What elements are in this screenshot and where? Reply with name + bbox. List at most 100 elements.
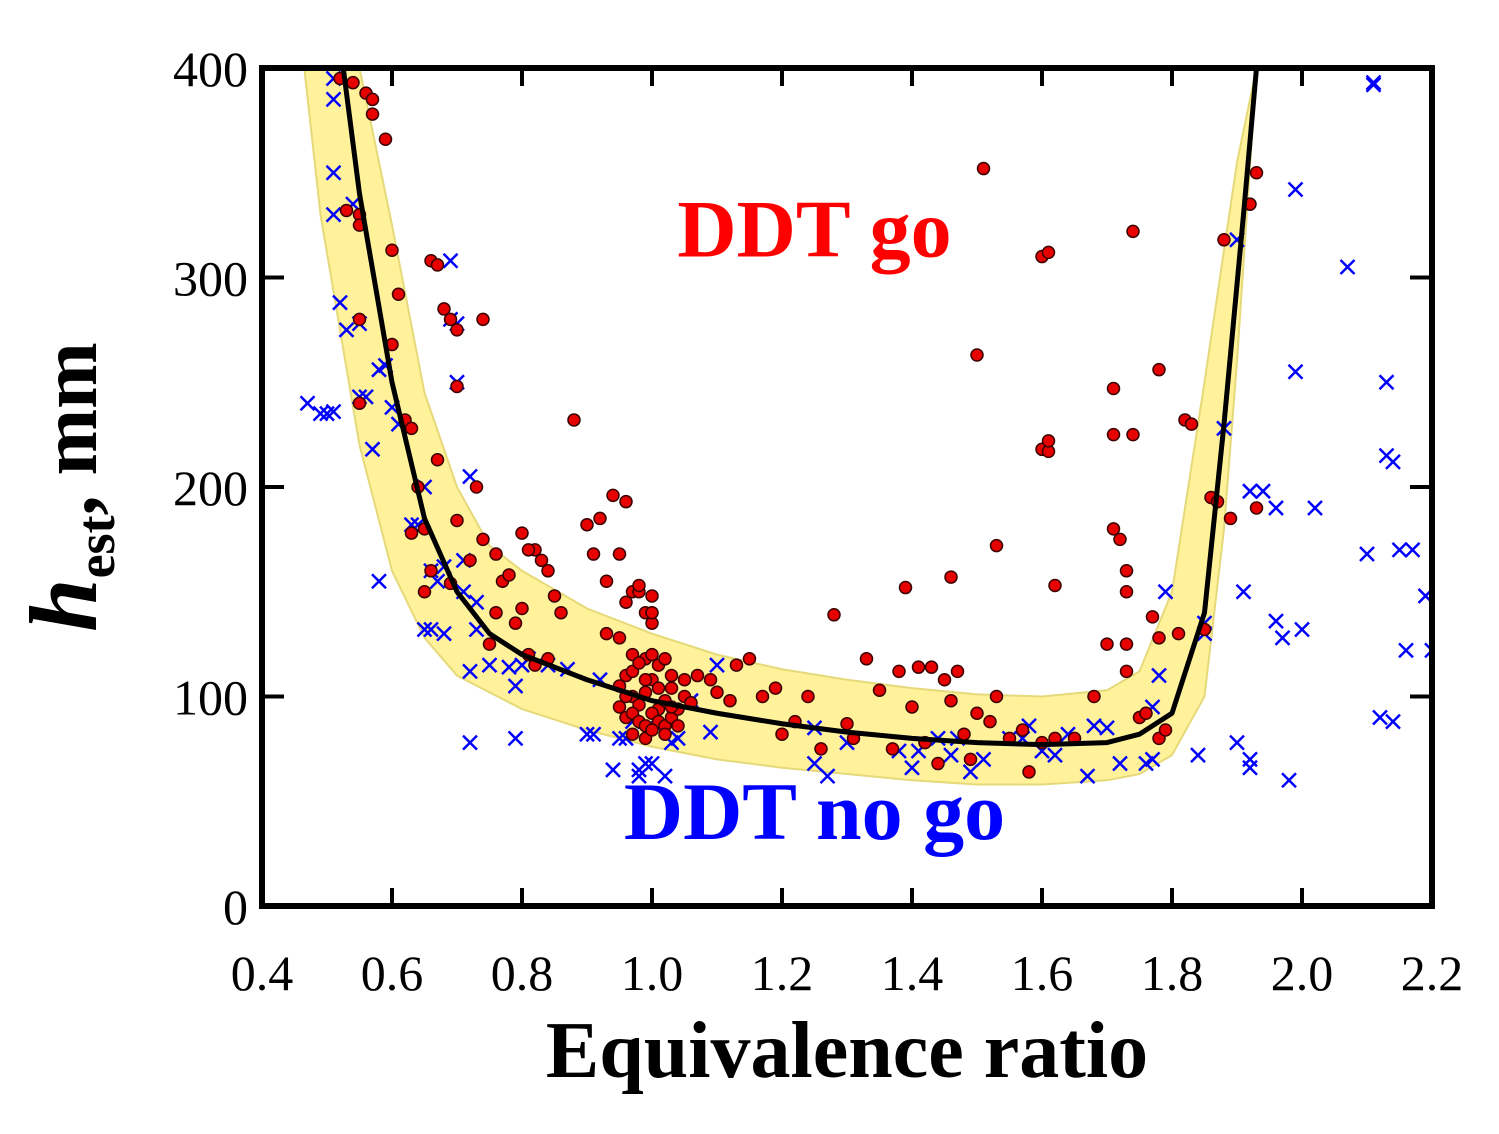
y-axis-title: hest, mm [10,342,126,632]
go-point [450,513,464,528]
go-point [1249,166,1264,180]
no-go-point [416,621,433,638]
go-point [547,589,562,603]
no-go-point-stroke [332,294,348,311]
no-go-point-stroke [481,657,498,673]
no-go-point [1190,747,1206,764]
no-go-point [1378,374,1395,391]
no-go-point-stroke [819,768,836,784]
no-go-point [481,657,498,673]
no-go-point [819,768,836,784]
no-go-point-stroke [1235,583,1252,600]
go-point [567,413,581,427]
no-go-point [709,657,725,673]
annotation-ddt-go: DDT go [677,184,951,275]
go-point [898,580,913,595]
go-point [970,706,984,721]
go-point [1171,626,1186,641]
go-point [378,132,393,146]
no-go-point-stroke [1398,642,1414,659]
no-go-point-stroke [364,441,381,458]
go-point [872,683,887,697]
no-go-point-stroke [1365,76,1382,93]
go-point [664,668,679,683]
boundary-curve-layer [340,68,1259,748]
no-go-point-stroke [670,730,686,747]
go-point [482,637,497,651]
go-point [365,92,380,107]
no-go-point [1099,720,1115,736]
go-point [931,756,945,771]
no-go-point-stroke [325,206,342,223]
go-point [1152,362,1166,377]
x-tick-label: 2.2 [1401,945,1464,1001]
go-point [723,693,737,708]
go-point [677,672,692,687]
go-point [1223,511,1238,526]
y-tick-label: 200 [173,460,248,516]
go-point [469,480,484,494]
uncertainty-band [303,68,1289,786]
go-point [599,626,614,641]
go-point [599,574,614,589]
go-point [950,664,965,679]
no-go-point-stroke [1391,541,1408,558]
no-go-point [1404,541,1421,558]
no-go-point-stroke [702,724,719,740]
go-point [1041,245,1056,260]
go-point [645,647,659,662]
go-point [417,585,432,599]
y-tick-label: 300 [173,251,248,307]
x-tick-label: 1.8 [1141,945,1204,1001]
no-go-point [507,678,524,694]
no-go-point [1274,629,1291,646]
no-go-point-stroke [806,755,823,772]
no-go-point-stroke [1424,648,1432,659]
no-go-point-stroke [1339,259,1356,275]
go-point [521,543,536,557]
no-go-point-stroke [462,663,478,680]
go-point [905,700,919,714]
go-point [391,287,406,302]
go-point [437,302,451,316]
no-go-point [462,734,478,751]
no-go-point [312,405,329,422]
no-go-point [702,724,719,740]
uncertainty-band-layer [303,68,1289,786]
no-go-point-stroke [891,743,907,759]
go-point [612,547,627,561]
x-tick-label: 1.0 [621,945,684,1001]
go-point [404,526,419,540]
x-tick-label: 0.6 [361,945,424,1001]
go-point [645,605,659,620]
no-go-point [1365,74,1382,91]
go-point [508,616,523,630]
no-go-point [1242,759,1258,776]
go-point [619,595,633,609]
no-go-point [637,755,654,772]
go-point [450,379,464,394]
no-go-point-stroke [1190,747,1206,764]
go-point [554,605,568,620]
no-go-point [423,621,439,638]
plot-frame [259,65,1435,909]
go-point [450,323,464,337]
go-point [443,312,458,327]
go-point [1145,610,1160,624]
go-point [1106,381,1121,396]
boundary-curve [340,68,1259,748]
no-go-point [325,164,342,181]
go-point [1100,637,1114,651]
no-go-point-stroke [1372,709,1388,726]
x-tick-label: 1.6 [1011,945,1074,1001]
go-point [671,719,685,733]
go-point [690,668,705,683]
go-point [742,652,757,666]
go-point [840,716,854,731]
go-point [515,601,529,616]
go-point [534,553,549,568]
go-point [625,727,640,741]
go-point [1217,233,1231,247]
no-go-point-stroke [1229,734,1245,751]
no-go-point-stroke [559,661,576,678]
